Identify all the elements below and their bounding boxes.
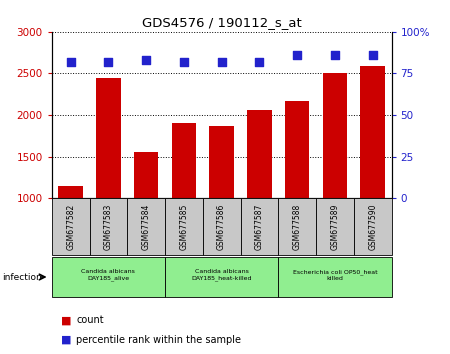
Bar [52,257,165,297]
Bar [316,198,354,255]
Bar [165,257,278,297]
Text: ■: ■ [61,315,71,325]
Bar [247,110,272,198]
Text: GSM677587: GSM677587 [255,203,264,250]
Point [105,59,112,65]
Bar [285,101,310,198]
Bar [323,73,347,198]
Bar [52,198,90,255]
Bar [96,78,121,198]
Point [143,57,150,63]
Bar [134,152,158,198]
Text: GSM677584: GSM677584 [142,203,151,250]
Text: GSM677586: GSM677586 [217,203,226,250]
Point [67,59,74,65]
Bar [278,198,316,255]
Bar [240,198,278,255]
Text: GSM677589: GSM677589 [330,203,339,250]
Text: infection: infection [2,273,42,281]
Point [369,52,376,58]
Point [256,59,263,65]
Text: Candida albicans
DAY185_heat-killed: Candida albicans DAY185_heat-killed [191,269,252,281]
Text: GSM677583: GSM677583 [104,203,113,250]
Text: percentile rank within the sample: percentile rank within the sample [76,335,242,345]
Bar [171,124,196,198]
Text: GSM677590: GSM677590 [368,203,377,250]
Point [218,59,225,65]
Text: Candida albicans
DAY185_alive: Candida albicans DAY185_alive [81,269,135,281]
Bar [165,198,203,255]
Bar [90,198,127,255]
Text: Escherichia coli OP50_heat
killed: Escherichia coli OP50_heat killed [292,269,377,281]
Text: GSM677585: GSM677585 [180,203,189,250]
Text: ■: ■ [61,335,71,345]
Text: GSM677588: GSM677588 [292,204,302,250]
Bar [127,198,165,255]
Bar [209,126,234,198]
Title: GDS4576 / 190112_s_at: GDS4576 / 190112_s_at [142,16,302,29]
Bar [203,198,240,255]
Point [293,52,301,58]
Bar [278,257,392,297]
Point [331,52,338,58]
Bar [360,66,385,198]
Point [180,59,188,65]
Text: GSM677582: GSM677582 [66,204,75,250]
Text: count: count [76,315,104,325]
Bar [354,198,392,255]
Bar [58,186,83,198]
